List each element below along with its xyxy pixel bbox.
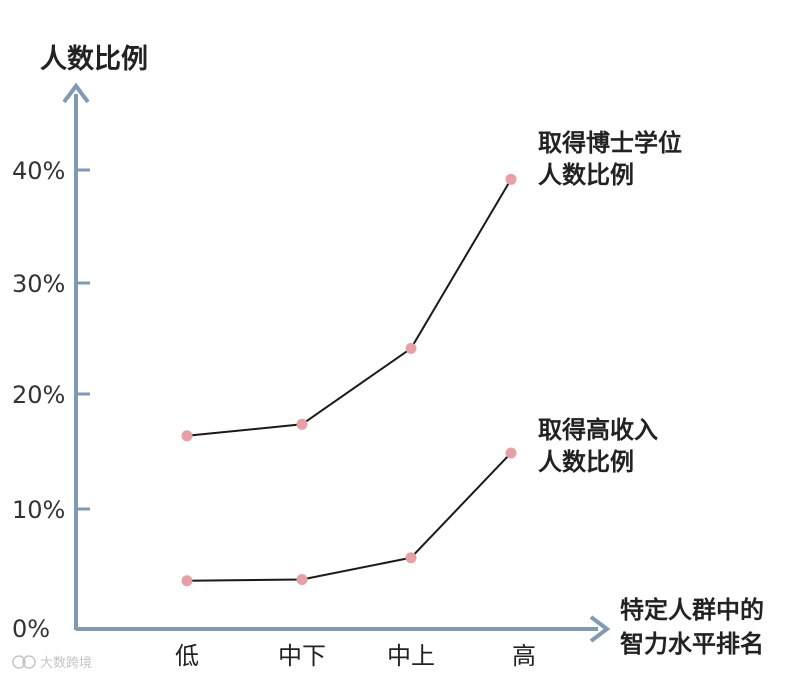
x-tick-label: 中下: [278, 642, 326, 670]
y-ticks: 0% 10% 20% 30% 40%: [12, 157, 90, 643]
watermark: 大数跨境: [12, 655, 92, 671]
axes: [62, 82, 611, 643]
data-point-income-1: [296, 574, 308, 585]
data-point-income-2: [405, 552, 417, 564]
watermark-text: 大数跨境: [40, 656, 92, 671]
data-point-phd-0: [181, 430, 193, 442]
x-axis-title-line-1: 特定人群中的: [620, 596, 764, 624]
series-layer: [181, 173, 517, 587]
data-point-phd-3: [505, 173, 517, 185]
x-axis-arrow-icon: [589, 615, 611, 643]
data-point-phd-2: [405, 342, 417, 354]
y-axis-arrow-icon: [62, 82, 90, 104]
y-tick-label: 0%: [12, 615, 50, 643]
data-point-income-0: [181, 575, 193, 587]
y-tick-label: 10%: [12, 496, 65, 524]
x-tick-label: 低: [175, 642, 199, 670]
y-tick-label: 30%: [12, 270, 65, 298]
x-tick-label: 高: [512, 642, 536, 670]
series-label-income-line-2: 人数比例: [538, 448, 634, 476]
x-ticks: 低 中下 中上 高: [175, 642, 536, 670]
y-axis-title: 人数比例: [40, 44, 148, 75]
series-label-phd-line-2: 人数比例: [538, 161, 634, 189]
data-point-income-3: [505, 447, 517, 459]
y-tick-label: 40%: [12, 157, 65, 185]
x-tick-label: 中上: [387, 642, 435, 670]
series-label-phd-line-1: 取得博士学位: [538, 129, 682, 157]
data-point-phd-1: [296, 418, 308, 430]
watermark-logo-icon: [12, 655, 36, 669]
series-line-income: [186, 452, 512, 582]
x-axis-title-line-2: 智力水平排名: [620, 630, 764, 658]
y-tick-label: 20%: [12, 381, 65, 409]
series-line-phd: [186, 178, 512, 437]
series-label-income-line-1: 取得高收入: [538, 416, 658, 444]
